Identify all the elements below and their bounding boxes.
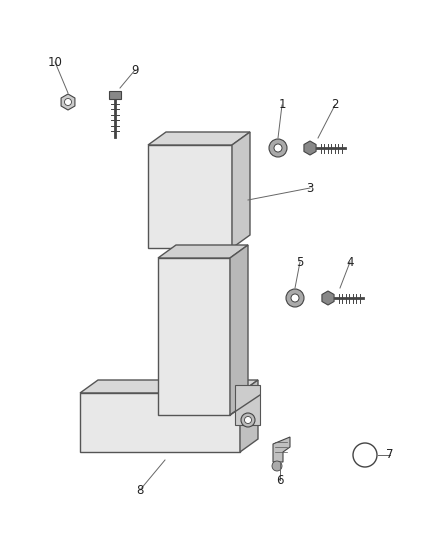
Circle shape	[291, 294, 299, 302]
Polygon shape	[240, 380, 258, 452]
Circle shape	[272, 461, 282, 471]
Polygon shape	[235, 385, 260, 425]
Polygon shape	[61, 94, 75, 110]
Text: 9: 9	[131, 63, 139, 77]
Circle shape	[286, 289, 304, 307]
Text: 4: 4	[346, 255, 354, 269]
Polygon shape	[158, 245, 248, 258]
Circle shape	[241, 413, 255, 427]
Polygon shape	[148, 132, 250, 145]
Circle shape	[269, 139, 287, 157]
Text: 6: 6	[276, 473, 284, 487]
Circle shape	[353, 443, 377, 467]
Polygon shape	[322, 291, 334, 305]
Circle shape	[64, 99, 71, 106]
Text: 1: 1	[278, 99, 286, 111]
Polygon shape	[80, 393, 240, 452]
Text: 10: 10	[48, 55, 63, 69]
Text: 3: 3	[306, 182, 314, 195]
Text: 8: 8	[136, 483, 144, 497]
Circle shape	[274, 144, 282, 152]
Polygon shape	[80, 380, 258, 393]
Polygon shape	[273, 437, 290, 462]
Polygon shape	[232, 132, 250, 248]
Circle shape	[244, 416, 251, 424]
Text: 7: 7	[386, 448, 394, 462]
Polygon shape	[230, 245, 248, 415]
Polygon shape	[109, 91, 121, 99]
Polygon shape	[148, 145, 232, 248]
Text: 5: 5	[297, 255, 304, 269]
Polygon shape	[158, 258, 230, 415]
Text: 2: 2	[331, 99, 339, 111]
Polygon shape	[304, 141, 316, 155]
